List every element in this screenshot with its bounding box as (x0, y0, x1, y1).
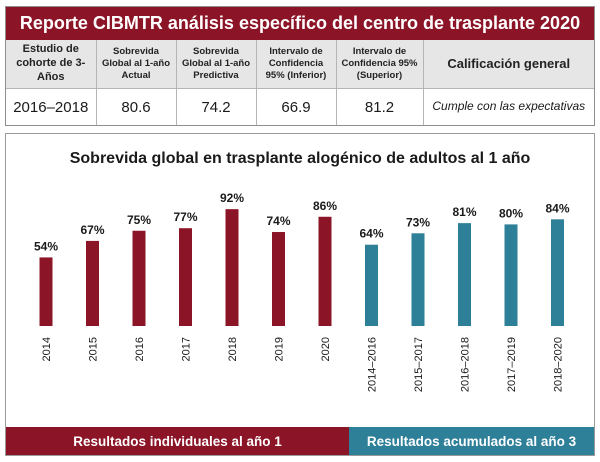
cell-overall-rating: Cumple con las expectativas (422, 88, 594, 125)
x-tick-label-2014: 2014 (41, 337, 53, 361)
bar-2017–2019 (504, 224, 518, 326)
bar-2019 (272, 232, 285, 326)
header-predicted-survival: Sobrevida Global al 1-año Predictiva (175, 40, 256, 89)
chart-title: Sobrevida global en trasplante alogénico… (69, 150, 531, 167)
bar-value-label-2016–2018: 81% (452, 205, 476, 219)
bar-2014 (39, 257, 53, 326)
x-tick-label-2016: 2016 (134, 337, 146, 361)
bar-value-label-2018–2020: 84% (545, 201, 569, 215)
report-table-panel: Reporte CIBMTR análisis específico del c… (5, 6, 595, 126)
bar-2018 (225, 209, 239, 326)
cell-ci-lower: 66.9 (255, 88, 336, 125)
legend-cumulative: Resultados acumulados al año 3 (349, 427, 594, 455)
x-tick-label-2017–2019: 2017–2019 (506, 337, 518, 392)
bar-2020 (318, 216, 332, 326)
bar-2014–2016 (365, 244, 378, 326)
x-tick-label-2016–2018: 2016–2018 (460, 337, 472, 392)
x-tick-label-2014–2016: 2014–2016 (367, 337, 379, 392)
bar-value-label-2015: 67% (80, 223, 104, 237)
bar-2016 (132, 230, 146, 326)
bar-2018–2020 (551, 219, 564, 326)
cell-predicted-survival: 74.2 (175, 88, 256, 125)
bar-2015–2017 (411, 233, 425, 326)
bar-value-label-2020: 86% (313, 199, 337, 213)
x-tick-label-2015: 2015 (88, 337, 100, 361)
bar-value-label-2019: 74% (266, 214, 290, 228)
x-tick-label-2018–2020: 2018–2020 (553, 337, 565, 392)
bar-2016–2018 (458, 223, 471, 326)
cell-ci-upper: 81.2 (335, 88, 423, 125)
report-data-row: 2016–2018 80.6 74.2 66.9 81.2 Cumple con… (6, 88, 594, 125)
x-tick-label-2017: 2017 (181, 337, 193, 361)
bar-2017 (179, 228, 192, 326)
report-table: Estudio de cohorte de 3-Años Sobrevida G… (6, 40, 594, 125)
bar-value-label-2017–2019: 80% (499, 206, 523, 220)
header-ci-lower: Intervalo de Confidencia 95% (Inferior) (255, 40, 336, 89)
bar-value-label-2015–2017: 73% (406, 215, 430, 229)
header-ci-upper: Intervalo de Confidencia 95% (Superior) (335, 40, 423, 89)
bar-value-label-2016: 75% (127, 213, 151, 227)
chart-card: Sobrevida global en trasplante alogénico… (5, 133, 595, 456)
legend-individual: Resultados individuales al año 1 (6, 427, 349, 455)
bar-2015 (86, 240, 99, 326)
bar-chart-plot: 54% 2014 67% 2015 75% 2016 77% 2017 92% 2018 74% 20… (34, 191, 570, 392)
x-tick-label-2018: 2018 (227, 337, 239, 361)
bar-value-label-2017: 77% (173, 210, 197, 224)
header-actual-survival: Sobrevida Global al 1-año Actual (95, 40, 176, 89)
report-header-row: Estudio de cohorte de 3-Años Sobrevida G… (6, 40, 594, 89)
x-tick-label-2020: 2020 (320, 337, 332, 361)
cell-cohort: 2016–2018 (6, 88, 96, 125)
header-cohort: Estudio de cohorte de 3-Años (6, 40, 96, 89)
bar-value-label-2018: 92% (220, 191, 244, 205)
report-title: Reporte CIBMTR análisis específico del c… (6, 7, 594, 40)
x-tick-label-2015–2017: 2015–2017 (413, 337, 425, 392)
bar-value-label-2014–2016: 64% (359, 227, 383, 241)
chart-legend: Resultados individuales al año 1 Resulta… (6, 427, 594, 455)
bar-value-label-2014: 54% (34, 239, 58, 253)
cell-actual-survival: 80.6 (95, 88, 176, 125)
header-overall-rating: Calificación general (422, 40, 594, 89)
x-tick-label-2019: 2019 (274, 337, 286, 361)
